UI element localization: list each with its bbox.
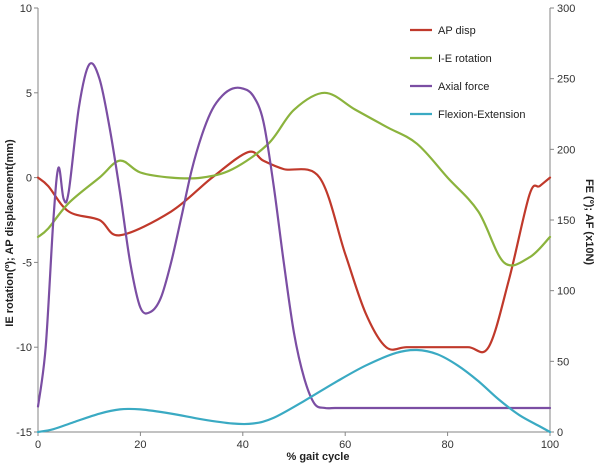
x-tick-label: 100: [541, 439, 559, 451]
series-layer: [36, 62, 552, 434]
y-left-tick-label: -10: [16, 342, 32, 354]
x-tick-label: 60: [339, 439, 351, 451]
y-left-tick-label: -5: [22, 257, 32, 269]
x-tick-label: 80: [441, 439, 453, 451]
y-right-tick-label: 300: [557, 3, 575, 15]
y-right-axis-title: FE (º); AF (x10N): [583, 179, 595, 265]
y-right-tick-label: 50: [557, 356, 569, 368]
y-right-tick-label: 200: [557, 144, 575, 156]
legend-label-i-e-rotation: I-E rotation: [438, 53, 492, 65]
series-line-ap-disp: [36, 150, 552, 354]
legend-label-axial-force: Axial force: [438, 81, 489, 93]
series-line-i-e-rotation: [36, 91, 552, 267]
y-left-tick-label: 0: [26, 173, 32, 185]
x-tick-label: 20: [134, 439, 146, 451]
x-tick-label: 40: [237, 439, 249, 451]
y-left-tick-label: 5: [26, 88, 32, 100]
y-right-tick-label: 0: [557, 427, 563, 439]
legend-label-flexion-extension: Flexion-Extension: [438, 109, 525, 121]
series-line-axial-force: [36, 62, 552, 410]
y-right-tick-label: 150: [557, 215, 575, 227]
x-axis-title: % gait cycle: [287, 451, 350, 463]
series-line-flexion-extension: [36, 348, 552, 434]
legend-label-ap-disp: AP disp: [438, 25, 476, 37]
axes: 0 20 40 60 80 100-15-10-505100501001502002503…: [16, 3, 575, 451]
y-left-tick-label: -15: [16, 427, 32, 439]
y-left-axis-title: IE rotation(º); AP displacement(mm): [4, 139, 16, 327]
y-right-tick-label: 250: [557, 74, 575, 86]
y-right-tick-label: 100: [557, 286, 575, 298]
legend: AP disp I-E rotation Axial force Flexion-Ex…: [410, 25, 525, 121]
x-tick-label: 0: [35, 439, 41, 451]
y-left-tick-label: 10: [20, 3, 32, 15]
